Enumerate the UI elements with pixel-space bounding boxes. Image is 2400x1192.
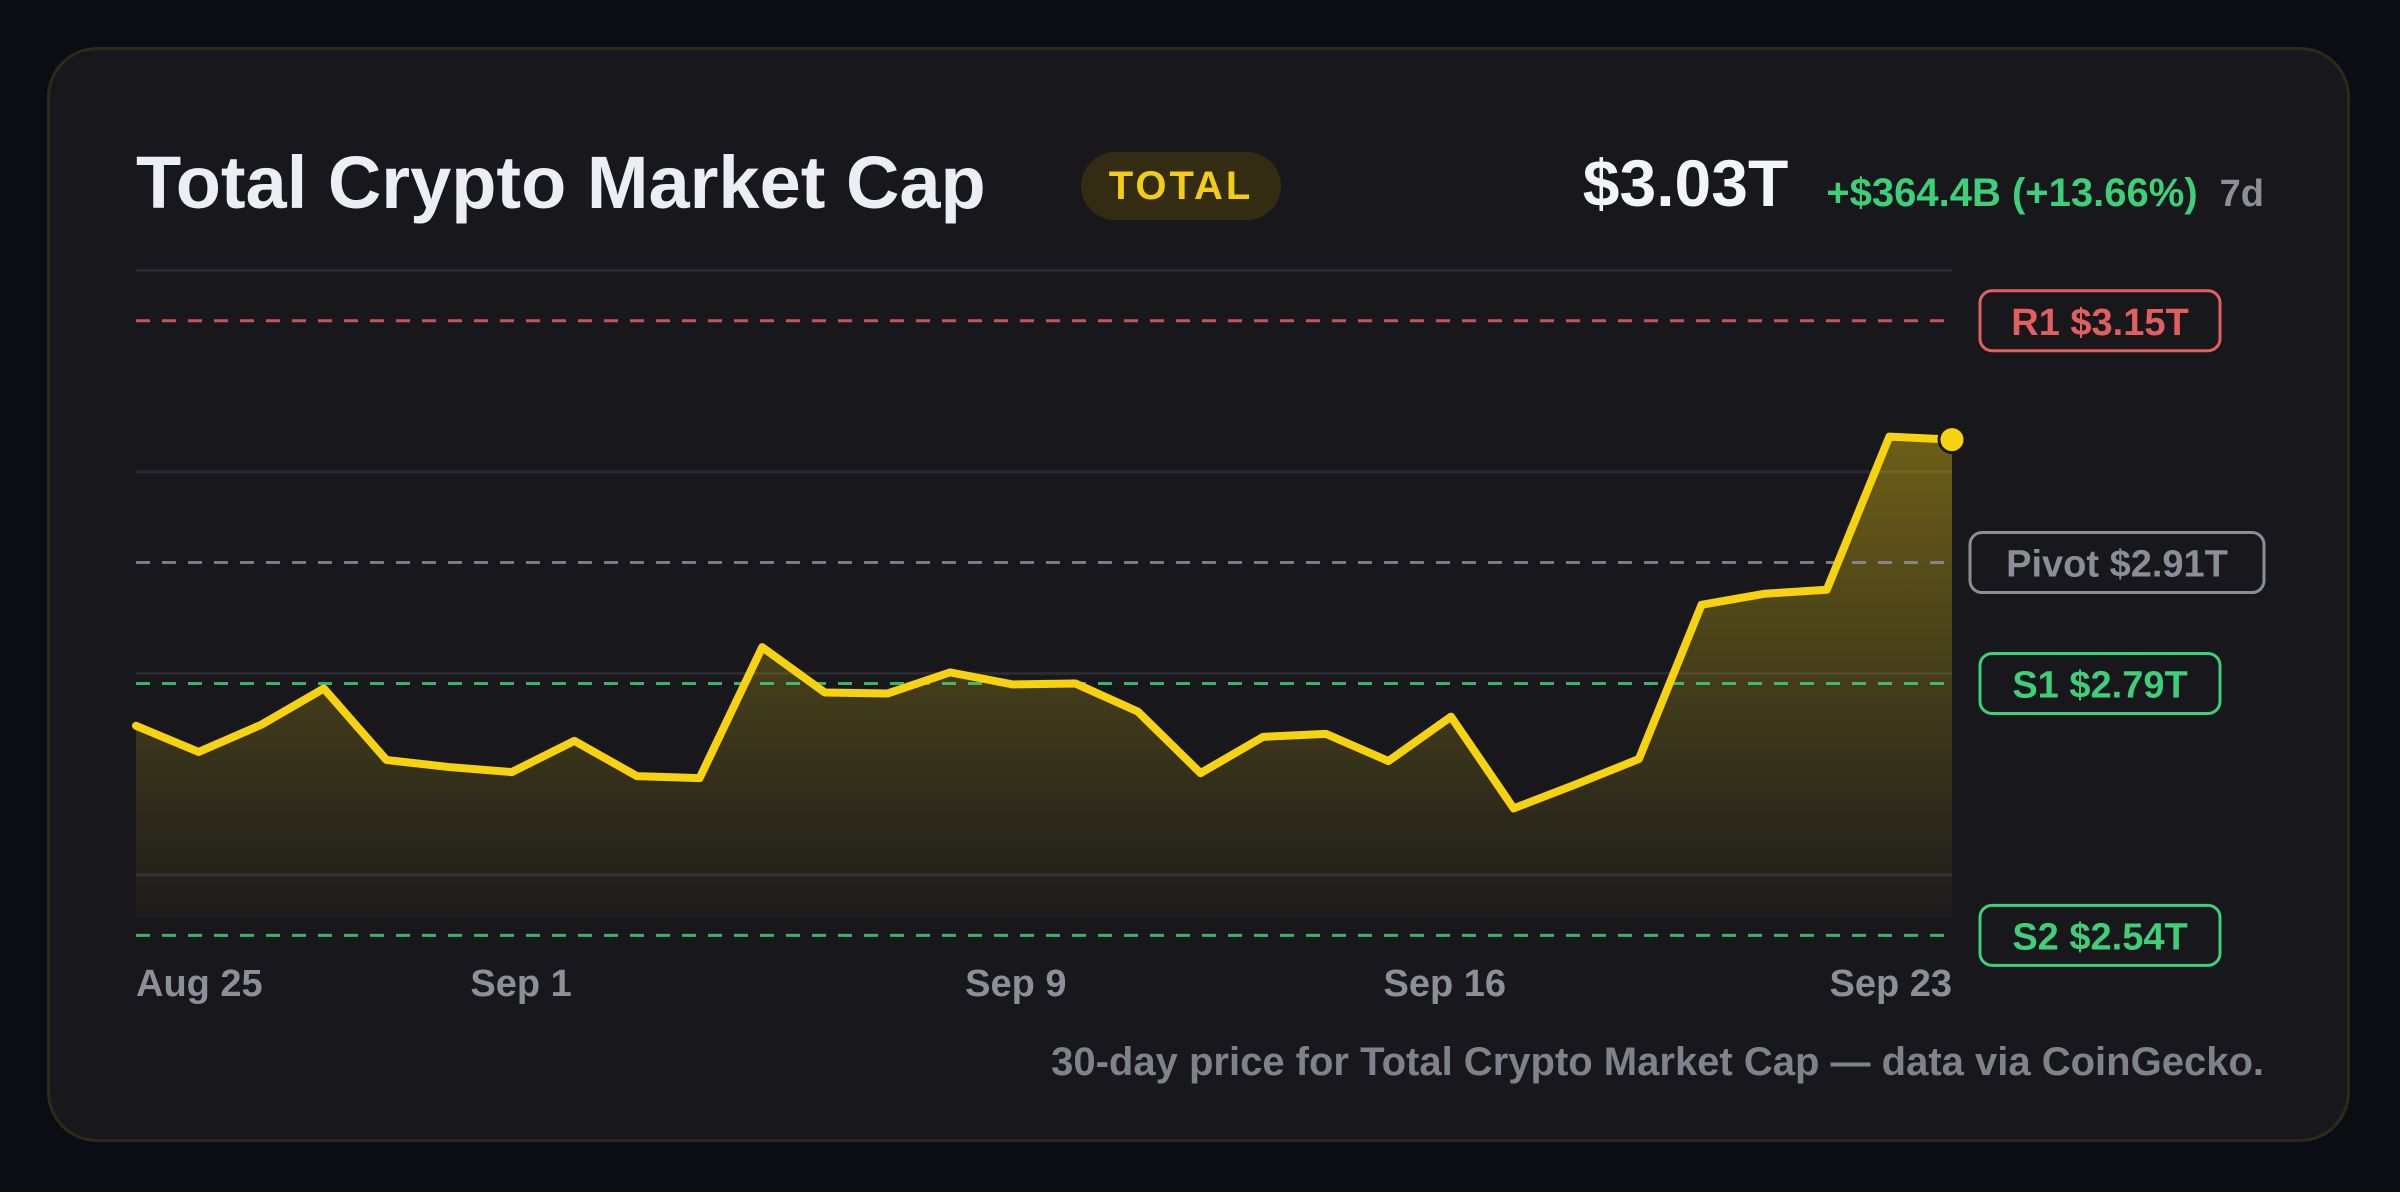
level-label: R1 $3.15T [2011,302,2188,344]
latest-price-point [1937,425,1967,455]
x-tick-label: Sep 16 [1384,963,1507,1005]
current-price: $3.03T [1582,146,1789,220]
price-change: +$364.4B (+13.66%) [1826,171,2198,215]
price-area [136,436,1952,918]
price-line [132,432,1956,813]
price-summary: $3.03T +$364.4B (+13.66%) 7d [1583,145,2264,225]
page-title: Total Crypto Market Cap [136,141,986,224]
pivot-levels: R1 $3.15T Pivot $2.91T S1 $2.79T S2 $2.54T [136,289,2266,967]
change-period: 7d [2219,173,2264,215]
x-tick-label: Aug 25 [136,963,263,1005]
x-tick-label: Sep 1 [470,963,571,1005]
x-tick-label: Sep 23 [1829,963,1952,1005]
level-label: Pivot $2.91T [2006,544,2228,586]
level-label-box [1978,903,2222,967]
x-tick-label: Sep 9 [965,963,1066,1005]
ticker-badge: TOTAL [1081,152,1281,220]
level-label: S1 $2.79T [2012,664,2187,706]
x-axis: Aug 25 Sep 1 Sep 9 Sep 16 Sep 23 [136,963,1952,1005]
level-label: S2 $2.54T [2012,916,2187,958]
level-label-box [1978,651,2222,715]
level-label-box [1968,531,2266,595]
chart-card [47,47,2350,1142]
chart-caption: 30-day price for Total Crypto Market Cap… [1051,1040,2264,1084]
level-label-box [1978,289,2222,353]
